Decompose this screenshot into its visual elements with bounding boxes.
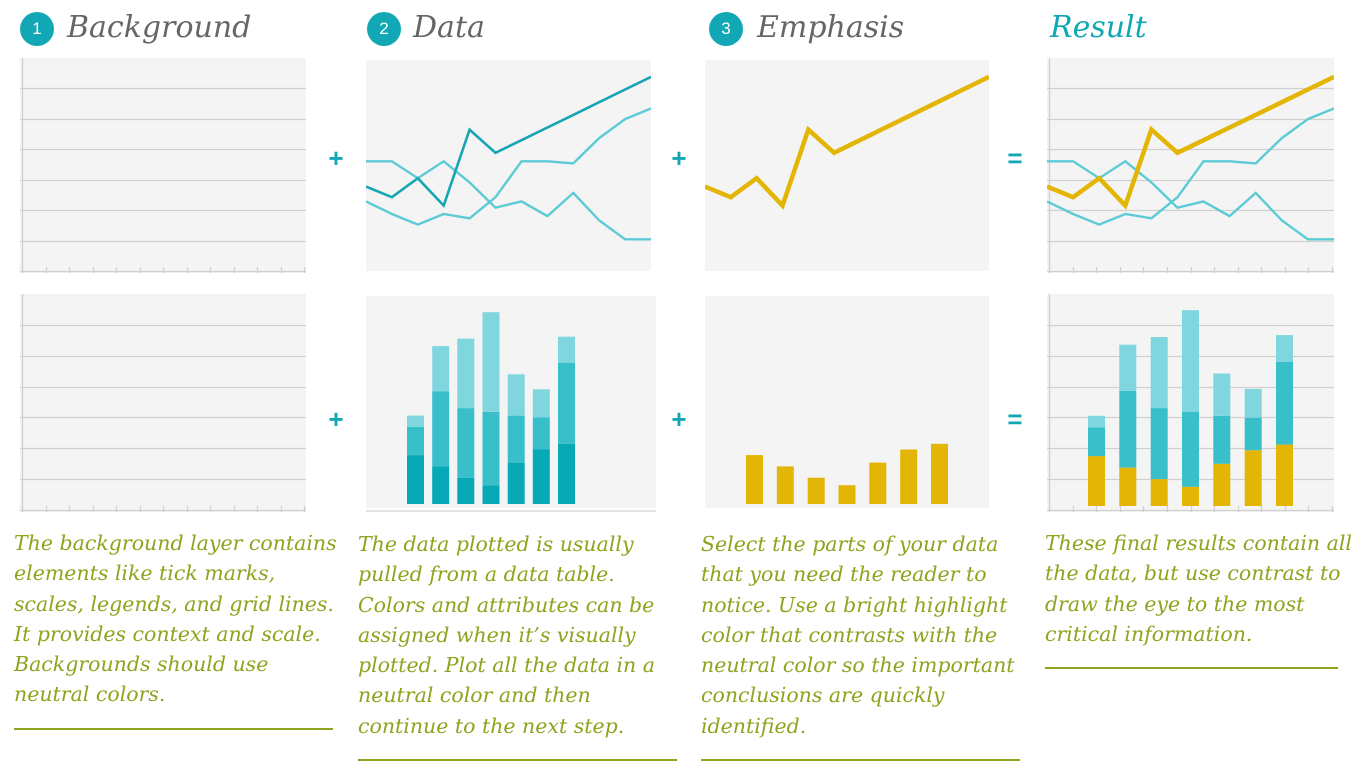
panel-background — [705, 60, 989, 271]
data-bar-layer — [366, 296, 656, 512]
neutral-line-series — [366, 159, 651, 241]
emphasis-line-series — [366, 75, 651, 209]
step-2-divider — [358, 759, 677, 761]
emphasis-line-layer — [705, 60, 989, 271]
plus-operator: + — [671, 143, 687, 173]
data-bar-panel — [366, 296, 656, 512]
neutral-bar-segment — [532, 389, 550, 418]
result-line-series-group — [1047, 74, 1334, 241]
emphasis-bar-segment — [1276, 444, 1293, 506]
emphasis-bar-segment — [1088, 456, 1105, 506]
neutral-bar-segment — [1150, 337, 1168, 408]
plus-operator: + — [328, 404, 344, 434]
emphasis-bar-segment — [838, 485, 856, 504]
neutral-bar-segment — [558, 363, 575, 444]
neutral-bar-segment — [1213, 415, 1231, 464]
neutral-bar-segment — [432, 466, 450, 504]
data-line-layer — [366, 60, 651, 271]
step-3-caption: Select the parts of your data that you n… — [701, 532, 1015, 738]
neutral-bar-segment — [482, 485, 500, 504]
neutral-bar-segment — [1182, 411, 1199, 487]
result-bar-panel — [1047, 294, 1334, 512]
neutral-bar-segment — [407, 415, 424, 427]
step-3-number-badge: 3 — [709, 12, 743, 46]
neutral-bar-segment — [482, 411, 500, 486]
step-1-title: Background — [67, 10, 252, 45]
step-2-caption: The data plotted is usually pulled from … — [358, 532, 655, 738]
emphasis-bar-layer — [705, 296, 989, 508]
neutral-bar-segment — [1244, 417, 1262, 451]
result-caption: These final results contain all the data… — [1045, 531, 1352, 646]
neutral-bar-segment — [482, 312, 500, 412]
panel-background — [366, 60, 651, 271]
neutral-bar-segment — [407, 426, 424, 456]
neutral-bar-segment — [558, 336, 575, 363]
neutral-bar-segment — [1150, 408, 1168, 480]
neutral-line-series — [1047, 159, 1334, 241]
emphasis-bar-segment — [807, 477, 825, 504]
neutral-bar-segment — [1244, 388, 1262, 418]
neutral-bar-segment — [1119, 344, 1137, 391]
plus-operator: + — [671, 404, 687, 434]
neutral-line-series — [366, 107, 651, 226]
background-line-panel — [20, 58, 306, 273]
neutral-bar-segment — [532, 449, 550, 504]
neutral-bar-segment — [1119, 390, 1137, 468]
result-divider — [1045, 667, 1338, 669]
step-3-title: Emphasis — [757, 10, 905, 45]
panel-background — [1047, 58, 1334, 273]
emphasis-bar-segment — [1213, 463, 1231, 506]
emphasis-bar-segment — [746, 455, 763, 504]
emphasis-bar-segment — [1150, 479, 1168, 506]
result-title: Result — [1050, 10, 1147, 45]
neutral-bar-segment — [1182, 310, 1199, 412]
neutral-line-series — [1047, 107, 1334, 226]
emphasis-bar-panel — [705, 296, 989, 508]
background-bar-panel — [20, 294, 306, 512]
neutral-bar-segment — [507, 374, 525, 416]
emphasis-bar-segment — [776, 466, 794, 504]
background-line-layer — [20, 58, 306, 273]
plus-operator: + — [328, 143, 344, 173]
neutral-bar-segment — [432, 346, 450, 392]
step-1-number-badge: 1 — [20, 12, 54, 46]
neutral-bar-segment — [457, 477, 475, 504]
neutral-bar-segment — [1276, 335, 1293, 362]
result-line-panel — [1047, 58, 1334, 273]
step-2-number-badge: 2 — [367, 12, 401, 46]
emphasis-line-panel — [705, 60, 989, 271]
emphasis-bar-segment — [1182, 486, 1199, 506]
background-bar-layer — [20, 294, 306, 512]
emphasis-bar-segment — [931, 443, 948, 504]
neutral-bar-segment — [558, 443, 575, 504]
panel-background — [20, 294, 306, 512]
emphasis-bar-segment — [1119, 467, 1137, 506]
neutral-bar-segment — [432, 391, 450, 467]
emphasis-bar-segment — [900, 449, 918, 504]
step-3-divider — [701, 759, 1020, 761]
result-bar-chart — [1047, 294, 1334, 512]
panel-background — [20, 58, 306, 273]
neutral-bar-segment — [507, 462, 525, 504]
neutral-bar-segment — [1088, 415, 1105, 428]
neutral-bar-segment — [1088, 427, 1105, 457]
step-1-divider — [14, 728, 333, 730]
neutral-bar-segment — [457, 338, 475, 409]
neutral-bar-segment — [457, 408, 475, 478]
data-line-panel — [366, 60, 651, 271]
equals-operator: = — [1007, 143, 1023, 173]
result-line-chart — [1047, 58, 1334, 273]
equals-operator: = — [1007, 404, 1023, 434]
emphasis-bar-segment — [869, 462, 887, 504]
step-2-title: Data — [413, 10, 485, 45]
emphasis-line-series — [1047, 74, 1334, 210]
neutral-bar-segment — [532, 417, 550, 450]
neutral-bar-segment — [507, 415, 525, 463]
emphasis-line-series — [705, 74, 989, 210]
neutral-bar-segment — [407, 455, 424, 504]
neutral-bar-segment — [1213, 373, 1231, 416]
step-1-caption: The background layer contains elements l… — [14, 531, 337, 707]
neutral-bar-segment — [1276, 362, 1293, 445]
emphasis-bar-segment — [1244, 450, 1262, 506]
